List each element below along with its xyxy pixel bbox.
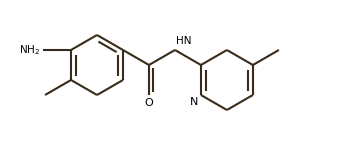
Text: HN: HN (176, 36, 191, 46)
Text: O: O (145, 98, 153, 108)
Text: N: N (189, 97, 198, 107)
Text: NH$_2$: NH$_2$ (20, 43, 40, 57)
